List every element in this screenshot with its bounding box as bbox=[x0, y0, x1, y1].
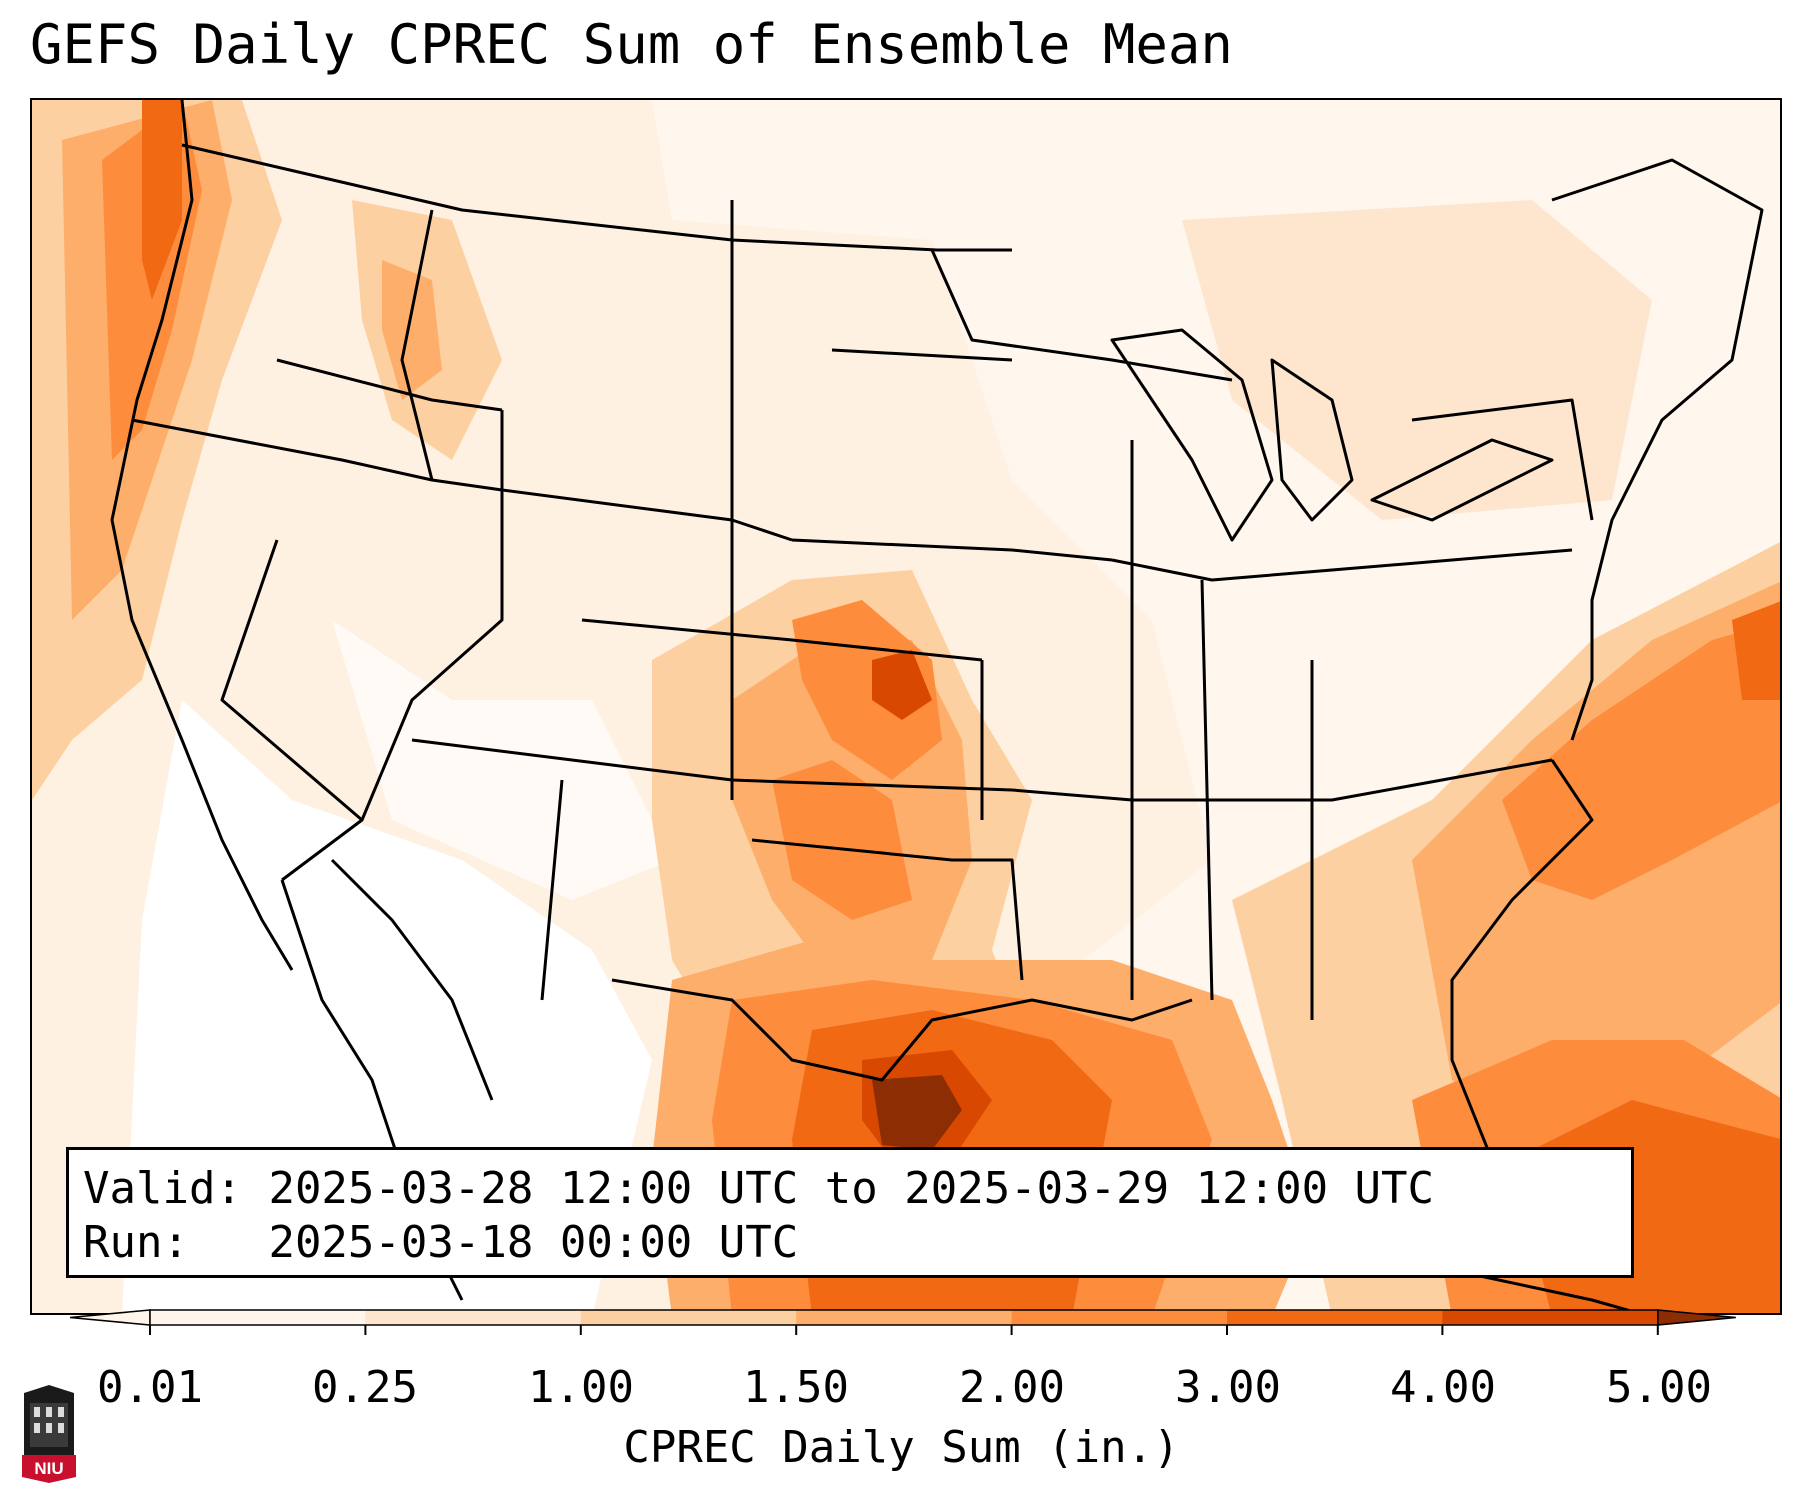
colorbar-segment bbox=[796, 1310, 1013, 1325]
map-panel bbox=[30, 98, 1782, 1315]
colorbar-segment bbox=[365, 1310, 582, 1325]
svg-text:NIU: NIU bbox=[34, 1459, 63, 1478]
map-title: GEFS Daily CPREC Sum of Ensemble Mean bbox=[30, 13, 1233, 76]
niu-logo: NIU bbox=[22, 1385, 76, 1483]
colorbar-extend-low bbox=[70, 1309, 151, 1326]
colorbar-segments bbox=[70, 1309, 1736, 1326]
precipitation-map bbox=[32, 100, 1780, 1313]
colorbar-segment bbox=[1442, 1310, 1659, 1325]
colorbar-outline bbox=[149, 1309, 1659, 1326]
run-row: Run: 2025-03-18 00:00 UTC bbox=[83, 1216, 1617, 1270]
colorbar-tick-label: 1.00 bbox=[528, 1362, 634, 1413]
colorbar-ticks bbox=[149, 1325, 1659, 1335]
colorbar-tick-label: 0.25 bbox=[312, 1362, 418, 1413]
state-boundaries bbox=[110, 100, 1764, 1313]
colorbar-tick-label: 3.00 bbox=[1175, 1362, 1281, 1413]
colorbar-segment bbox=[1227, 1310, 1443, 1325]
colorbar-segment bbox=[580, 1310, 797, 1325]
valid-label: Valid: bbox=[83, 1163, 242, 1214]
valid-value: 2025-03-28 12:00 UTC to 2025-03-29 12:00… bbox=[268, 1163, 1435, 1214]
valid-row: Valid: 2025-03-28 12:00 UTC to 2025-03-2… bbox=[83, 1162, 1617, 1216]
colorbar-extend-high bbox=[1657, 1309, 1736, 1326]
run-value: 2025-03-18 00:00 UTC bbox=[268, 1217, 799, 1268]
colorbar-tick-label: 0.01 bbox=[97, 1362, 203, 1413]
colorbar-segment bbox=[150, 1310, 366, 1325]
run-label: Run: bbox=[83, 1217, 189, 1268]
colorbar-tick-label: 2.00 bbox=[959, 1362, 1065, 1413]
colorbar-tick-label: 4.00 bbox=[1390, 1362, 1496, 1413]
colorbar bbox=[70, 1309, 1736, 1335]
colorbar-segment bbox=[1011, 1310, 1228, 1325]
colorbar-tick-label: 5.00 bbox=[1606, 1362, 1712, 1413]
colorbar-label: CPREC Daily Sum (in.) bbox=[623, 1422, 1180, 1473]
info-box: Valid: 2025-03-28 12:00 UTC to 2025-03-2… bbox=[66, 1147, 1634, 1278]
colorbar-tick-label: 1.50 bbox=[743, 1362, 849, 1413]
precip-shading bbox=[32, 100, 1780, 1313]
